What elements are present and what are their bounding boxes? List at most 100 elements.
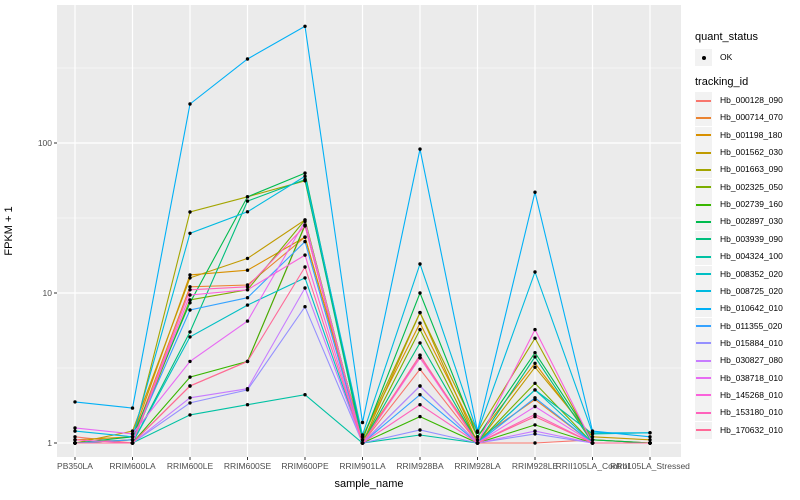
data-point: [303, 235, 307, 239]
data-point: [590, 441, 595, 445]
data-point: [303, 305, 307, 309]
data-point: [360, 441, 365, 445]
legend-key-box: [695, 421, 712, 439]
data-point: [418, 321, 422, 325]
data-point: [245, 387, 250, 391]
data-point: [188, 285, 192, 289]
legend-key-box: [695, 248, 712, 266]
data-point: [188, 102, 192, 106]
legend-key-box: [695, 300, 712, 318]
legend-title-quant-status: quant_status: [695, 31, 758, 43]
x-tick-label: RRII105LA_Control: [556, 461, 630, 471]
data-point: [533, 404, 537, 409]
data-point: [590, 435, 595, 439]
data-point: [418, 327, 422, 332]
data-point: [418, 310, 422, 315]
data-point: [73, 426, 77, 430]
x-tick-label: RRIM600PE: [281, 461, 329, 471]
line-swatch-icon: [696, 220, 711, 223]
data-point: [245, 256, 250, 261]
x-tick-label: RRIM928LA: [454, 461, 501, 471]
data-point: [188, 276, 192, 280]
data-point: [188, 308, 192, 312]
data-point: [188, 413, 192, 417]
data-point: [475, 429, 480, 433]
legend-label: OK: [720, 52, 733, 62]
line-swatch-icon: [696, 359, 711, 362]
data-point: [245, 403, 250, 407]
data-point: [188, 231, 192, 235]
data-point: [188, 384, 192, 388]
data-point: [648, 435, 652, 439]
data-point: [245, 57, 250, 61]
data-point: [418, 147, 422, 151]
line-swatch-icon: [696, 168, 711, 171]
data-point: [303, 393, 307, 397]
legend-key-box: [695, 404, 712, 422]
data-point: [590, 438, 595, 442]
legend-label: Hb_004324_100: [720, 251, 783, 262]
data-point: [303, 219, 307, 224]
plot-panel: [57, 5, 681, 457]
legend-label: Hb_015884_010: [720, 337, 783, 348]
data-point: [188, 273, 192, 277]
data-point: [245, 296, 250, 300]
line-swatch-icon: [696, 255, 711, 258]
data-point: [418, 414, 422, 419]
legend-key-box: [695, 282, 712, 300]
data-point: [418, 428, 422, 432]
line-swatch-icon: [696, 429, 711, 432]
data-point: [418, 393, 422, 397]
data-point: [533, 396, 537, 400]
data-point: [303, 239, 307, 244]
data-point: [533, 381, 537, 385]
data-point: [533, 336, 537, 340]
legend-key-box: [695, 230, 712, 248]
data-point: [188, 401, 192, 405]
data-point: [360, 438, 365, 442]
data-point: [73, 400, 77, 404]
legend-label: Hb_003939_090: [720, 233, 783, 244]
data-point: [73, 441, 77, 445]
data-point: [418, 262, 422, 266]
data-point: [648, 441, 652, 445]
data-point: [533, 327, 537, 332]
line-swatch-icon: [696, 186, 711, 189]
data-point: [188, 298, 192, 302]
line-swatch-icon: [696, 342, 711, 345]
data-point: [533, 270, 537, 274]
data-point: [245, 288, 250, 292]
data-point: [590, 429, 595, 433]
data-point: [130, 435, 135, 439]
data-point: [533, 429, 537, 433]
legend-label: Hb_000128_090: [720, 95, 783, 105]
legend-key-box: [695, 213, 712, 231]
legend-key-box: [695, 386, 712, 404]
data-point: [533, 351, 537, 355]
data-point: [303, 265, 307, 269]
legend-label: Hb_002897_030: [720, 216, 783, 227]
data-point: [245, 268, 250, 272]
legend-label: Hb_001663_090: [720, 164, 783, 175]
x-tick-label: RRIM928LE: [512, 461, 559, 471]
x-tick-label: PB350LA: [57, 461, 93, 471]
data-point: [533, 190, 537, 194]
data-point: [648, 438, 652, 442]
data-point: [188, 359, 192, 364]
legend-label: Hb_002739_160: [720, 199, 783, 210]
x-tick-label: RRIM928BA: [396, 461, 444, 471]
data-point: [130, 441, 135, 445]
x-tick-label: RRIM600SE: [224, 461, 272, 471]
legend-key-box: [695, 265, 712, 283]
x-axis-title: sample_name: [334, 478, 404, 490]
line-swatch-icon: [696, 151, 711, 154]
legend-label: Hb_001198_180: [720, 129, 783, 140]
data-point: [188, 210, 192, 214]
legend-label: Hb_000714_070: [720, 112, 783, 123]
line-swatch-icon: [696, 394, 711, 397]
legend-key-box: [695, 109, 712, 127]
data-point: [533, 355, 537, 359]
data-point: [245, 359, 250, 364]
data-point: [130, 429, 135, 433]
data-point: [418, 367, 422, 371]
